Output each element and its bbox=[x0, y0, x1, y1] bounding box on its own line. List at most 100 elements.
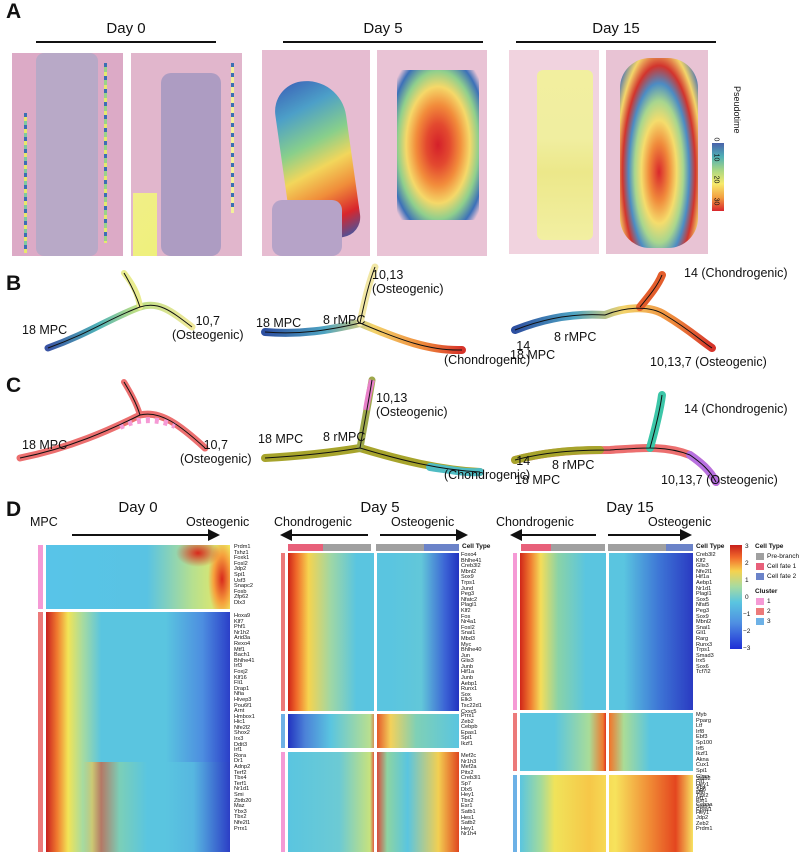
legend-swatch-cluster3 bbox=[756, 618, 764, 625]
d-legend-celltype-fate1: Cell fate 1 bbox=[767, 563, 797, 570]
d-day5-celltype-fate2 bbox=[424, 544, 459, 551]
c-day15-label-osteogenic: 10,13,7 (Osteogenic) bbox=[661, 473, 778, 487]
d-day5-osteogenic-label: Osteogenic bbox=[391, 515, 455, 529]
d-day15-celltype-prebranch bbox=[608, 544, 666, 551]
heatmap-divider bbox=[606, 713, 609, 771]
b-day15-label-mpc: 18 MPC bbox=[510, 348, 556, 362]
d-day15-heatmap-block-1 bbox=[520, 553, 693, 710]
d-day5-cluster-bar-3 bbox=[281, 714, 285, 748]
heatmap-divider bbox=[374, 714, 377, 748]
spot-strip bbox=[24, 113, 27, 253]
pseudotime-spots bbox=[537, 70, 593, 240]
pseudotime-spots bbox=[397, 70, 479, 220]
spot-strip bbox=[231, 63, 234, 213]
d-colorbar-tick: −1 bbox=[743, 611, 751, 618]
d-day15-celltype-fate1 bbox=[521, 544, 551, 551]
tissue-image-day15-a bbox=[509, 50, 599, 254]
bone-marrow-region bbox=[161, 73, 221, 256]
d-colorbar-tick: 2 bbox=[745, 560, 749, 567]
d-day15-cluster-bar-1 bbox=[513, 553, 517, 710]
d-day0-heatmap-block-1 bbox=[46, 545, 230, 609]
panel-a-day15-title: Day 15 bbox=[592, 20, 640, 37]
c-day15-label-mpc: 18 MPC bbox=[515, 473, 561, 487]
d-day5-celltype-label: Cell Type bbox=[462, 543, 491, 550]
tissue-image-day0-b bbox=[131, 53, 242, 256]
b-day15-label-chondrogenic: 14 (Chondrogenic) bbox=[684, 266, 788, 280]
legend-swatch-cluster1 bbox=[756, 598, 764, 605]
tissue-image-day5-a bbox=[262, 50, 370, 256]
c-day5-label-rmpc: 8 rMPC bbox=[323, 430, 366, 444]
d-legend-celltype-prebranch: Pre-branch bbox=[767, 553, 800, 560]
legend-swatch-fate1 bbox=[756, 563, 764, 570]
d-day15-cluster-bar-2 bbox=[513, 713, 517, 771]
d-day15-chondrogenic-label: Chondrogenic bbox=[496, 515, 574, 529]
tissue-image-day15-b bbox=[606, 50, 708, 254]
trajectory-principal-curve bbox=[19, 381, 206, 459]
d-legend-cluster-2: 2 bbox=[767, 608, 771, 615]
d-day5-direction-arrows bbox=[280, 529, 468, 541]
d-day15-gene-list-3: Satb2 Hey1 Sp6 Tbx2 Esr1 Satb1 Hey1 Jdp2… bbox=[696, 776, 713, 833]
d-day5-cluster-bar-1 bbox=[281, 752, 285, 852]
d-colorbar-tick: 1 bbox=[745, 577, 749, 584]
tissue-image-day0-a bbox=[12, 53, 123, 256]
d-colorbar-tick: −2 bbox=[743, 628, 751, 635]
d-day0-osteogenic-label: Osteogenic bbox=[186, 515, 250, 529]
d-day5-gene-list-3: Mef2c Nr1h3 Mef2a Pitx2 Creb3l1 Sp7 Dlx5… bbox=[461, 753, 481, 838]
panel-c-trajectories bbox=[16, 376, 720, 486]
b-day5-label-rmpc: 8 rMPC bbox=[323, 313, 366, 327]
d-day5-celltype-fate1 bbox=[288, 544, 323, 551]
b-day5-label-mpc: 18 MPC bbox=[256, 316, 302, 330]
d-colorbar-tick: −3 bbox=[743, 645, 751, 652]
bone-marrow-region bbox=[272, 200, 342, 256]
d-day15-cluster-bar-3 bbox=[513, 775, 517, 852]
d-day15-direction-arrows bbox=[510, 529, 692, 541]
d-day15-heatmap-block-3 bbox=[520, 775, 693, 852]
b-day15-label-osteogenic: 10,13,7 (Osteogenic) bbox=[650, 355, 767, 369]
c-day0-label-osteogenic: 10,7 (Osteogenic) bbox=[180, 438, 252, 467]
d-day5-heatmap-block-2 bbox=[288, 714, 459, 748]
d-day0-title: Day 0 bbox=[118, 499, 158, 516]
d-day5-heatmap-block-1 bbox=[288, 553, 459, 711]
d-legend-celltype-title: Cell Type bbox=[755, 543, 784, 550]
b-day5-label-chondrogenic: 14 (Chondrogenic) bbox=[444, 339, 531, 368]
panel-a-day15-rule bbox=[516, 41, 716, 43]
panel-a-letter: A bbox=[6, 0, 22, 23]
c-day5-label-mpc: 18 MPC bbox=[258, 432, 304, 446]
colorbar-title: Pseudotime bbox=[732, 86, 742, 134]
trajectory-principal-curve bbox=[264, 266, 463, 351]
b-day0-label-mpc: 18 MPC bbox=[22, 323, 68, 337]
colorbar-tick: 30 bbox=[712, 197, 720, 206]
d-day5-celltype-prebranch bbox=[376, 544, 424, 551]
d-day5-celltype-prebranch bbox=[323, 544, 371, 551]
trajectory-principal-curve bbox=[514, 394, 717, 483]
cluster-overlay bbox=[118, 417, 177, 430]
panel-b-trajectories bbox=[44, 263, 716, 355]
panel-a-day0-rule bbox=[36, 41, 216, 43]
panel-a-day5-title: Day 5 bbox=[363, 20, 403, 37]
d-day0-gene-list-1: Prdm1 Tshz1 Foxk1 Fosl2 Jdp2 Spi1 Usf3 S… bbox=[234, 544, 253, 606]
d-day15-gene-list-1: Creb3l2 Klf2 Glis3 Nfe2l1 Hif1a Aebp1 Nr… bbox=[696, 552, 716, 676]
legend-swatch-prebranch bbox=[756, 553, 764, 560]
panel-a-day0-title: Day 0 bbox=[106, 20, 146, 37]
heatmap-divider bbox=[374, 752, 377, 852]
d-day15-heatmap-block-2 bbox=[520, 713, 693, 771]
tissue-image-day5-b bbox=[377, 50, 487, 256]
trajectory-principal-curve bbox=[47, 272, 193, 349]
bone-marrow-region bbox=[36, 53, 98, 256]
d-day0-mpc-label: MPC bbox=[30, 515, 58, 529]
spot-strip bbox=[104, 63, 107, 243]
d-legend-cluster-1: 1 bbox=[767, 598, 771, 605]
d-day0-cluster-bar-1 bbox=[38, 545, 43, 609]
d-day5-heatmap-block-3 bbox=[288, 752, 459, 852]
trajectory-principal-curve bbox=[264, 379, 481, 473]
heatmap-subband bbox=[46, 762, 230, 852]
c-day0-label-mpc: 18 MPC bbox=[22, 438, 68, 452]
d-day0-cluster-bar-2 bbox=[38, 612, 43, 852]
d-legend-cluster-3: 3 bbox=[767, 618, 771, 625]
heatmap-divider bbox=[374, 553, 377, 711]
b-day5-label-osteogenic: 10,13 (Osteogenic) bbox=[372, 268, 444, 297]
panel-b-letter: B bbox=[6, 272, 22, 295]
d-day15-gene-list-2: Myb Pparg Ltf Irf8 Ebf3 Sp100 Irf5 Ikzf1… bbox=[696, 712, 713, 814]
panel-c-letter: C bbox=[6, 374, 22, 397]
d-day15-title: Day 15 bbox=[606, 499, 654, 516]
